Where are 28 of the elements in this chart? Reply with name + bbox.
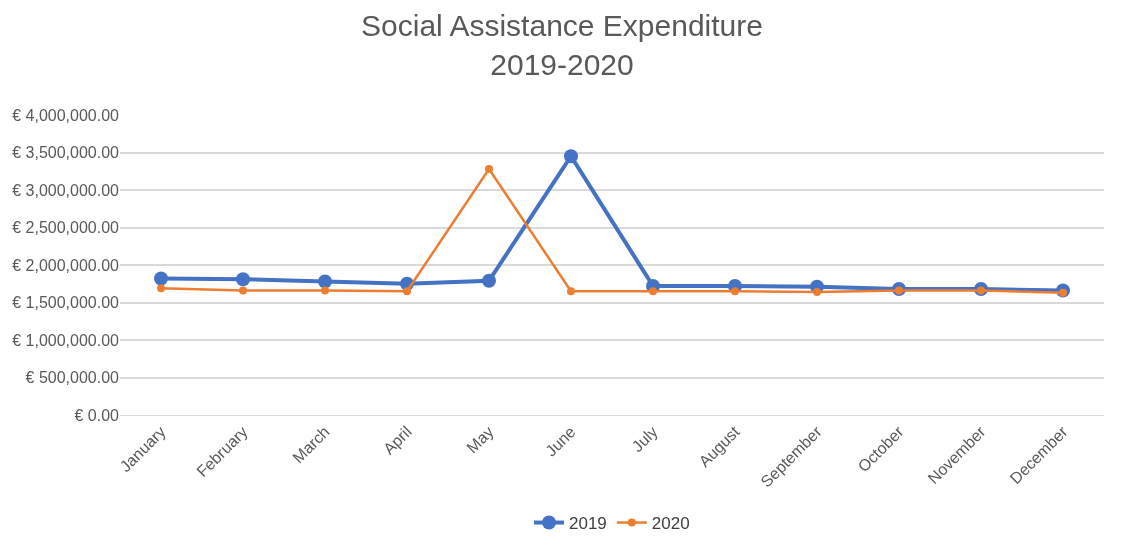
x-tick-label: May <box>463 422 497 457</box>
y-tick-label: € 2,000,000.00 <box>12 256 120 274</box>
point <box>239 286 247 295</box>
point <box>157 284 165 293</box>
y-tick-label: € 0.00 <box>74 406 120 424</box>
point <box>567 287 575 296</box>
y-tick-label: € 500,000.00 <box>25 369 120 387</box>
chart-title: Social Assistance Expenditure 2019-2020 <box>361 9 763 81</box>
point <box>731 287 739 296</box>
y-tick-label: € 3,000,000.00 <box>12 181 120 199</box>
y-tick-label: € 1,500,000.00 <box>12 294 120 312</box>
point <box>318 274 332 289</box>
point <box>154 271 168 286</box>
point <box>485 165 493 173</box>
y-tick-label: € 1,000,000.00 <box>12 331 120 349</box>
legend-label: 2020 <box>651 514 690 534</box>
point <box>649 287 657 296</box>
point <box>321 286 329 295</box>
y-tick-label: € 4,000,000.00 <box>12 106 120 124</box>
point <box>403 287 411 296</box>
x-tick-label: July <box>628 422 661 456</box>
point <box>482 273 496 288</box>
y-tick-label: € 3,500,000.00 <box>12 144 120 162</box>
y-tick-label: € 2,500,000.00 <box>12 219 120 237</box>
point <box>236 272 250 287</box>
legend-label: 2019 <box>569 514 607 534</box>
point <box>813 288 821 296</box>
point <box>564 149 578 164</box>
